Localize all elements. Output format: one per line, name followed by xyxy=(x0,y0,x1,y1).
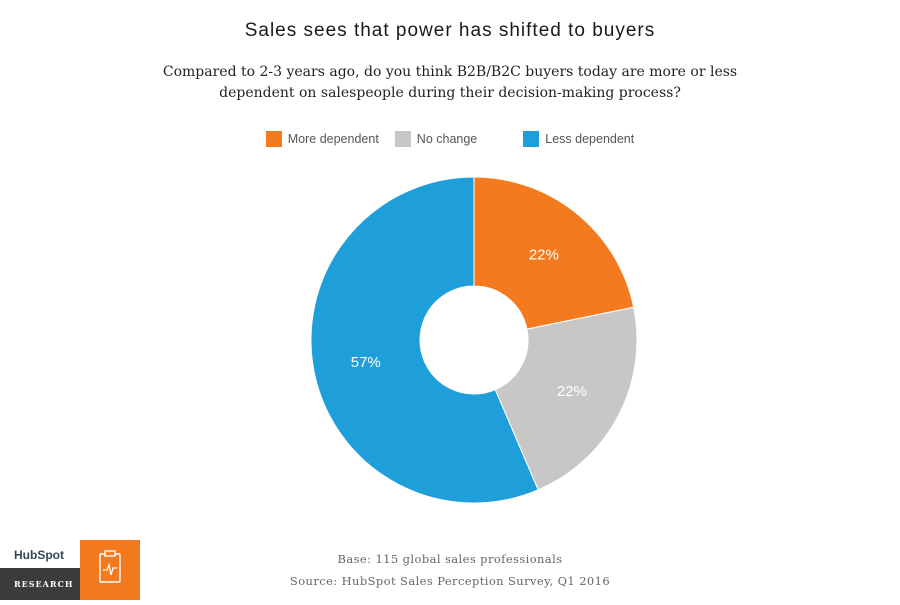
chart-subtitle: Compared to 2-3 years ago, do you think … xyxy=(162,64,738,101)
legend-swatch-less-dependent xyxy=(523,131,540,147)
slice-label-no-change: 22% xyxy=(557,383,587,400)
slice-label-more-dependent: 22% xyxy=(529,246,559,263)
legend-label-no-change: No change xyxy=(416,132,478,146)
legend-swatch-no-change xyxy=(394,131,411,147)
brand-logo-area: HubSpot xyxy=(0,540,80,568)
legend-item-no-change: No change xyxy=(394,131,478,147)
hubspot-research-badge: HubSpot RESEARCH xyxy=(0,540,140,600)
legend-item-less-dependent: Less dependent xyxy=(523,131,634,147)
clipboard-chart-icon xyxy=(80,540,140,600)
slice-no-change xyxy=(494,306,638,491)
research-label: RESEARCH xyxy=(14,579,74,589)
legend-swatch-more-dependent xyxy=(265,131,282,147)
legend-item-more-dependent: More dependent xyxy=(265,131,379,147)
chart-legend: More dependent No change Less dependent xyxy=(0,131,900,147)
legend-label-more-dependent: More dependent xyxy=(287,132,379,146)
base-note: Base: 115 global sales professionals xyxy=(337,552,563,566)
legend-label-less-dependent: Less dependent xyxy=(545,132,635,146)
source-note: Source: HubSpot Sales Perception Survey,… xyxy=(289,574,611,588)
chart-title: Sales sees that power has shifted to buy… xyxy=(244,20,656,41)
brand-label-area: RESEARCH xyxy=(0,568,80,600)
slice-label-less-dependent: 57% xyxy=(351,354,381,371)
slice-less-dependent xyxy=(310,176,539,504)
hubspot-logo: HubSpot xyxy=(14,548,64,562)
slice-more-dependent xyxy=(473,176,635,330)
